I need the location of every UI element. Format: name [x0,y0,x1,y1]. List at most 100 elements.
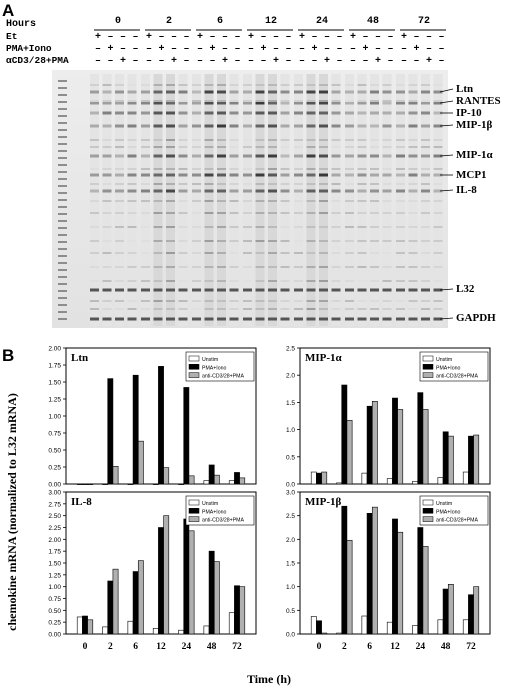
gel-faint-band [319,252,328,254]
gel-faint-band [396,300,405,302]
gel-band [345,189,354,193]
x-tick-label: 0 [317,642,322,652]
gel-faint-band [280,139,290,141]
gel-faint-band [306,252,316,254]
gel-faint-band [370,84,379,86]
bar [183,387,190,485]
gel-band [421,124,430,128]
gel-band [243,189,252,193]
legend-label: Unstim [436,501,452,507]
gel-band [141,111,150,115]
gel-faint-band [433,308,443,310]
gel-faint-band [421,252,430,254]
gel-faint-band [370,240,379,242]
gel-faint-band [319,226,328,228]
gel-faint-band [255,183,265,185]
gel-band [204,101,214,105]
gel-faint-band [90,100,99,102]
gel-faint-band [408,226,418,228]
gel-faint-band [382,200,392,202]
condition-mark: + [362,44,368,55]
condition-mark: – [158,32,164,43]
band-label: RANTES [456,95,501,107]
condition-mark: – [183,56,189,67]
gel-faint-band [178,146,188,148]
gel-band [204,173,214,177]
legend-swatch [422,499,434,506]
condition-mark: – [234,32,240,43]
gel-faint-band [396,183,405,185]
gel-faint-band [268,252,277,254]
marker-band [58,199,67,201]
bar [137,440,144,485]
gel-band [421,288,430,292]
gel-faint-band [204,183,214,185]
gel-faint-band [217,100,226,102]
gel-band [319,189,328,193]
gel-band [294,101,303,105]
gel-faint-band [127,240,137,242]
timepoint-label: 48 [367,16,379,27]
gel-band [204,288,214,292]
gel-faint-band [90,226,99,228]
gel-faint-band [204,266,214,268]
gel-band [396,317,405,321]
band-label: L32 [456,283,475,295]
gel-faint-band [102,168,112,170]
marker-band [58,150,67,152]
gel-faint-band [331,168,341,170]
gel-faint-band [268,146,277,148]
gel-band [421,111,430,115]
gel-band [229,189,239,193]
gel-band [331,288,341,292]
gel-faint-band [345,100,354,102]
gel-band [370,189,379,193]
gel-faint-band [408,168,418,170]
gel-band [243,111,252,115]
gel-faint-band [204,146,214,148]
gel-faint-band [90,183,99,185]
gel-faint-band [141,100,150,102]
chart-title: MIP-1α [305,352,343,364]
gel-faint-band [382,308,392,310]
gel-faint-band [331,100,341,102]
gel-faint-band [90,212,99,214]
bar [310,471,317,485]
marker-band [58,318,67,320]
y-tick-label: 1.25 [48,572,61,579]
gel-band [382,124,392,128]
gel-band [192,111,201,115]
gel-faint-band [280,200,290,202]
gel-faint-band [268,226,277,228]
gel-band [357,154,367,158]
legend-label: anti-CD3/28+PMA [202,374,244,380]
gel-faint-band [370,200,379,202]
condition-mark: – [197,44,203,55]
condition-mark: + [146,32,152,43]
gel-faint-band [229,168,239,170]
condition-mark: – [438,32,444,43]
gel-faint-band [178,84,188,86]
gel-band [102,317,112,321]
bar [442,431,449,485]
gel-band [243,317,252,321]
condition-mark: – [260,56,266,67]
gel-band [166,288,175,292]
bar [447,583,454,635]
gel-band [396,111,405,115]
gel-band [396,90,405,94]
gel-faint-band [229,139,239,141]
timepoint-label: 2 [166,16,172,27]
gel-faint-band [192,308,201,310]
bar [310,616,317,635]
gel-faint-band [243,226,252,228]
gel-faint-band [382,168,392,170]
y-tick-label: 0.25 [48,620,61,627]
gel-band [229,124,239,128]
y-tick-label: 0.5 [286,454,295,461]
gel-faint-band [331,280,341,282]
gel-band [127,288,137,292]
timepoint-headers: 0 2 6 12 24 48 72 [94,16,446,31]
bar [239,586,246,635]
condition-mark: – [285,32,291,43]
